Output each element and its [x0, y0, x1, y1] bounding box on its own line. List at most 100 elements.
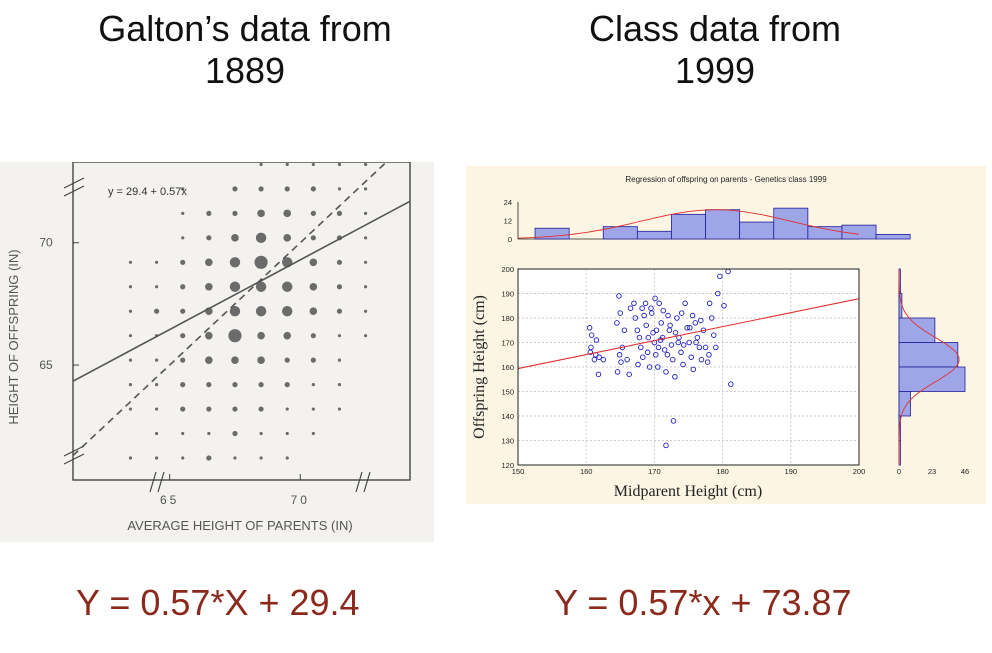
class-point: [586, 325, 593, 331]
class-point: [639, 305, 645, 311]
right-histogram-tick-label: 0: [897, 467, 901, 476]
class-point: [704, 359, 711, 365]
class-point: [680, 361, 686, 368]
top-histogram-tick-label: 24: [504, 198, 512, 207]
class-point: [614, 369, 621, 375]
galton-bubble: [310, 210, 316, 216]
class-point: [616, 351, 623, 358]
class-point: [678, 310, 685, 316]
galton-bubble: [232, 186, 238, 192]
class-tick-labels: 150 160 170 180 190 200 200 190 180 170 160 150 140 1…: [501, 265, 865, 476]
class-point: [593, 337, 600, 343]
galton-bubble: [255, 232, 267, 244]
galton-bubble: [229, 306, 241, 317]
class-y-tick-label: 170: [501, 339, 514, 348]
class-x-tick-label: 170: [648, 467, 661, 476]
galton-tick-marks: [73, 242, 301, 480]
galton-bubble: [231, 356, 239, 364]
galton-bubble: [363, 309, 368, 313]
class-point: [670, 418, 677, 424]
galton-bubble: [311, 431, 315, 436]
top-histogram-bar: [739, 221, 775, 240]
galton-bubble: [363, 162, 368, 167]
top-histogram-bar: [636, 230, 672, 240]
class-point: [674, 315, 680, 321]
galton-bubble: [310, 186, 316, 192]
galton-bubble: [283, 331, 292, 340]
class-x-tick-label: 190: [785, 467, 798, 476]
class-point: [721, 302, 727, 309]
galton-bubble: [284, 382, 290, 388]
galton-x-tick-label: 70: [291, 493, 310, 507]
galton-bubble: [205, 258, 213, 267]
class-point: [632, 315, 639, 321]
galton-bubble: [337, 187, 342, 191]
galton-bubble: [257, 331, 265, 340]
galton-bubble: [337, 383, 342, 387]
galton-axis-breaks: [63, 177, 371, 493]
galton-tick-labels: 65 70 70 65: [39, 236, 310, 507]
class-point: [638, 344, 644, 351]
galton-bubble: [258, 406, 264, 412]
galton-bubble: [284, 357, 290, 363]
class-point: [618, 359, 624, 365]
class-point: [667, 322, 673, 329]
galton-bubble: [310, 357, 316, 363]
top-histogram-bar: [841, 224, 877, 240]
galton-bubble: [205, 356, 213, 364]
class-point: [635, 361, 641, 368]
class-x-tick-label: 200: [853, 467, 866, 476]
galton-bubble: [309, 307, 318, 316]
galton-bubble: [181, 211, 185, 215]
galton-bubble: [284, 186, 290, 192]
class-point: [713, 344, 719, 351]
galton-bubble: [283, 234, 292, 242]
galton-bubble: [206, 382, 212, 388]
galton-bubble: [206, 455, 212, 461]
galton-bubble: [285, 456, 289, 460]
top-histogram-bar: [875, 233, 911, 240]
galton-bubbles: [128, 162, 368, 461]
class-point: [690, 366, 697, 373]
class-point: [627, 305, 634, 311]
galton-bubble: [337, 334, 342, 338]
galton-bubble: [232, 430, 238, 437]
class-heading-line-2: 1999: [674, 50, 756, 91]
class-point: [682, 300, 688, 307]
class-point: [656, 300, 662, 307]
galton-chart: y = 29.4 + 0.57x 65 70 70 65 AVERAGE HEIGHT…: [6, 161, 411, 533]
galton-bubble: [363, 187, 368, 191]
galton-y-tick-label: 70: [39, 236, 53, 250]
galton-bubble: [309, 282, 318, 291]
galton-y-break-top: [63, 177, 85, 197]
galton-bubble: [128, 285, 133, 289]
class-heading: Class data from 1999: [520, 8, 910, 92]
class-point: [728, 381, 734, 387]
top-histogram-normal-curve: [517, 209, 860, 239]
class-point: [643, 322, 649, 329]
galton-regression-line: [72, 200, 411, 382]
class-point: [668, 342, 675, 348]
galton-heading-line-2: 1889: [204, 50, 286, 91]
galton-bubble: [181, 236, 185, 240]
galton-bubble: [259, 162, 263, 167]
class-point: [621, 327, 628, 333]
galton-bubble: [311, 383, 315, 387]
galton-bubble: [254, 255, 268, 269]
galton-x-break-right: [355, 471, 371, 493]
galton-bubble: [229, 281, 241, 292]
class-point: [702, 344, 709, 351]
galton-bubble: [337, 358, 342, 362]
galton-bubble: [154, 431, 159, 436]
galton-bubble: [128, 383, 133, 387]
galton-bubble: [336, 308, 343, 314]
galton-bubble: [154, 407, 159, 411]
class-point: [624, 356, 630, 363]
galton-bubble: [181, 456, 185, 460]
galton-bubble: [232, 210, 238, 216]
class-point: [655, 344, 662, 351]
class-point: [640, 354, 646, 360]
class-regression-line: [517, 298, 860, 370]
right-histogram-bar: [898, 366, 966, 392]
class-heading-line-1: Class data from: [588, 8, 842, 49]
